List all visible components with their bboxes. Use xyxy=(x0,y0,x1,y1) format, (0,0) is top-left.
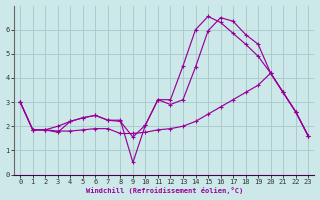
X-axis label: Windchill (Refroidissement éolien,°C): Windchill (Refroidissement éolien,°C) xyxy=(85,187,243,194)
